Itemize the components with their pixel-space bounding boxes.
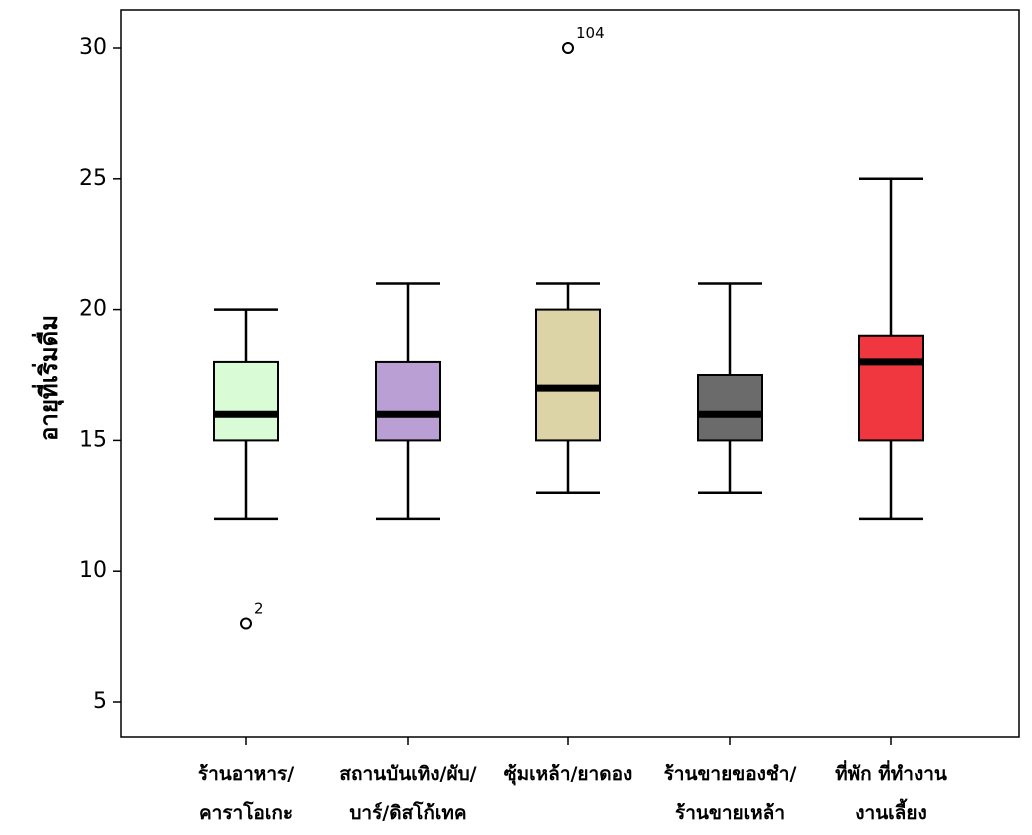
box-iqr <box>858 334 924 442</box>
y-tick-label: 30 <box>79 35 107 60</box>
y-axis: 5 10 15 20 25 30 <box>79 35 121 714</box>
box-iqr <box>375 360 441 442</box>
x-axis: ร้านอาหาร/คาราโอเกะ สถานบันเทิง/ผับ/บาร์/… <box>198 737 947 824</box>
x-category-label: สถานบันเทิง/ผับ/ <box>339 763 476 785</box>
box-group <box>375 282 441 521</box>
y-tick-label: 20 <box>79 297 107 322</box>
x-category-label: คาราโอเกะ <box>199 801 293 824</box>
outlier-point <box>562 42 574 54</box>
box-group: 104 <box>535 24 605 494</box>
box-group <box>697 282 763 494</box>
x-category-label: ซุ้มเหล้า/ยาดอง <box>504 763 633 786</box>
x-category-label: ร้านขายของชำ/ <box>664 763 797 785</box>
x-category-label: ที่พัก ที่ทำงาน <box>835 760 947 785</box>
y-tick-label: 5 <box>93 689 107 714</box>
outlier-point <box>240 617 252 630</box>
x-category-label: ร้านอาหาร/ <box>198 763 294 785</box>
outlier-label: 104 <box>576 24 605 42</box>
box-iqr <box>535 308 601 442</box>
outlier-label: 2 <box>254 600 264 618</box>
y-tick-label: 25 <box>79 166 107 191</box>
y-tick-label: 15 <box>79 427 107 452</box>
plot-area-frame <box>120 9 1020 738</box>
box-iqr <box>697 374 763 442</box>
y-axis-label: อายุที่เริ่มดื่ม <box>31 315 65 441</box>
box-group: 2 <box>213 308 279 630</box>
box-group <box>858 177 924 521</box>
y-tick-label: 10 <box>79 558 107 583</box>
x-category-label: งานเลี้ยง <box>855 798 926 824</box>
boxes: 2 104 <box>213 24 924 630</box>
x-category-label: ร้านขายเหล้า <box>675 802 785 824</box>
x-category-label: บาร์/ดิสโก้เทค <box>349 801 466 824</box>
box-iqr <box>213 360 279 442</box>
